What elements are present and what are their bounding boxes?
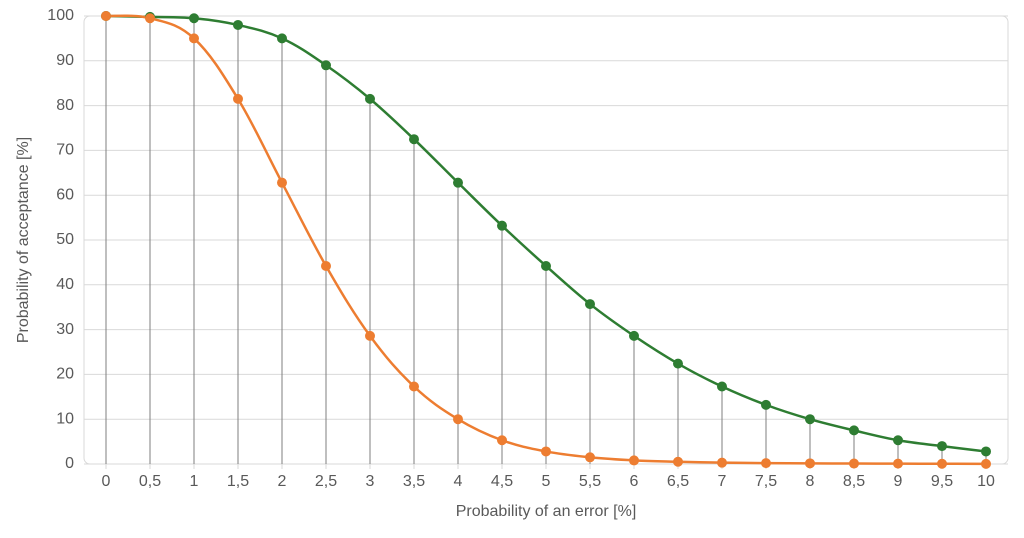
series-green-marker [278,34,287,43]
series-green-marker [806,415,815,424]
series-orange-marker [630,456,639,465]
series-orange-marker [674,457,683,466]
series-orange-marker [410,382,419,391]
series-green-marker [322,61,331,70]
series-orange-marker [850,459,859,468]
x-tick-label: 4 [454,473,463,490]
y-tick-label: 50 [56,231,74,248]
series-green-marker [938,442,947,451]
x-tick-label: 6,5 [667,473,689,490]
x-tick-label: 5,5 [579,473,601,490]
series-green-marker [982,447,991,456]
series-green-marker [630,331,639,340]
y-tick-label: 20 [56,366,74,383]
series-orange-marker [190,34,199,43]
series-orange-marker [806,459,815,468]
x-tick-label: 3 [366,473,375,490]
y-tick-label: 70 [56,142,74,159]
series-green-marker [190,14,199,23]
series-orange-marker [102,12,111,21]
series-orange-marker [498,436,507,445]
x-tick-label: 5 [542,473,551,490]
series-green-marker [894,436,903,445]
series-green-marker [674,359,683,368]
series-orange-marker [234,94,243,103]
series-orange-marker [542,447,551,456]
x-tick-label: 9,5 [931,473,953,490]
x-tick-label: 0 [102,473,111,490]
series-green-marker [850,426,859,435]
series-orange-marker [938,459,947,468]
x-tick-label: 2,5 [315,473,337,490]
series-green-marker [366,94,375,103]
x-tick-label: 2 [278,473,287,490]
series-orange-marker [366,331,375,340]
y-tick-label: 0 [65,455,74,472]
series-green-marker [542,261,551,270]
series-orange-marker [278,178,287,187]
x-tick-label: 0,5 [139,473,161,490]
y-axis-label: Probability of acceptance [%] [15,137,32,343]
series-green-marker [234,20,243,29]
series-orange-marker [718,458,727,467]
series-orange-marker [894,459,903,468]
series-green-marker [410,135,419,144]
series-green-marker [718,382,727,391]
y-tick-label: 30 [56,321,74,338]
x-tick-label: 3,5 [403,473,425,490]
x-tick-label: 10 [977,473,995,490]
x-tick-label: 9 [894,473,903,490]
y-tick-label: 80 [56,97,74,114]
x-tick-label: 6 [630,473,639,490]
series-orange-marker [146,14,155,23]
series-orange-marker [982,459,991,468]
chart-container: 0 10 20 30 40 50 60 70 80 90 100 0 0,5 1 1,5 2 2,5 3 3,5 4 4… [0,0,1024,538]
series-orange-marker [762,459,771,468]
x-tick-label: 4,5 [491,473,513,490]
series-green-marker [454,178,463,187]
x-tick-label: 7 [718,473,727,490]
series-orange-marker [586,453,595,462]
series-green-marker [498,221,507,230]
x-axis-label: Probability of an error [%] [456,503,637,520]
series-orange-marker [454,415,463,424]
series-green-marker [762,400,771,409]
y-tick-label: 60 [56,186,74,203]
x-tick-label: 1,5 [227,473,249,490]
y-tick-label: 90 [56,52,74,69]
series-orange-marker [322,261,331,270]
y-tick-label: 40 [56,276,74,293]
x-tick-label: 8,5 [843,473,865,490]
x-tick-label: 1 [190,473,199,490]
y-tick-label: 10 [56,410,74,427]
x-tick-label: 8 [806,473,815,490]
y-tick-label: 100 [47,7,74,24]
x-tick-label: 7,5 [755,473,777,490]
series-green-marker [586,300,595,309]
